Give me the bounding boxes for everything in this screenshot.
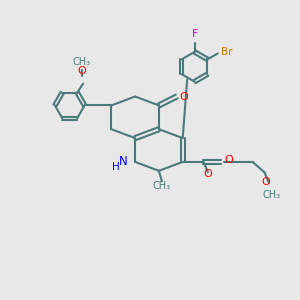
Text: O: O xyxy=(224,154,233,164)
Text: O: O xyxy=(262,177,270,187)
Text: O: O xyxy=(180,92,188,101)
Text: N: N xyxy=(119,155,128,168)
Text: Br: Br xyxy=(221,47,232,57)
Text: F: F xyxy=(191,28,198,38)
Text: H: H xyxy=(112,162,120,172)
Text: O: O xyxy=(77,66,86,76)
Text: CH₃: CH₃ xyxy=(263,190,281,200)
Text: CH₃: CH₃ xyxy=(73,57,91,67)
Text: CH₃: CH₃ xyxy=(153,181,171,191)
Text: O: O xyxy=(204,169,212,179)
